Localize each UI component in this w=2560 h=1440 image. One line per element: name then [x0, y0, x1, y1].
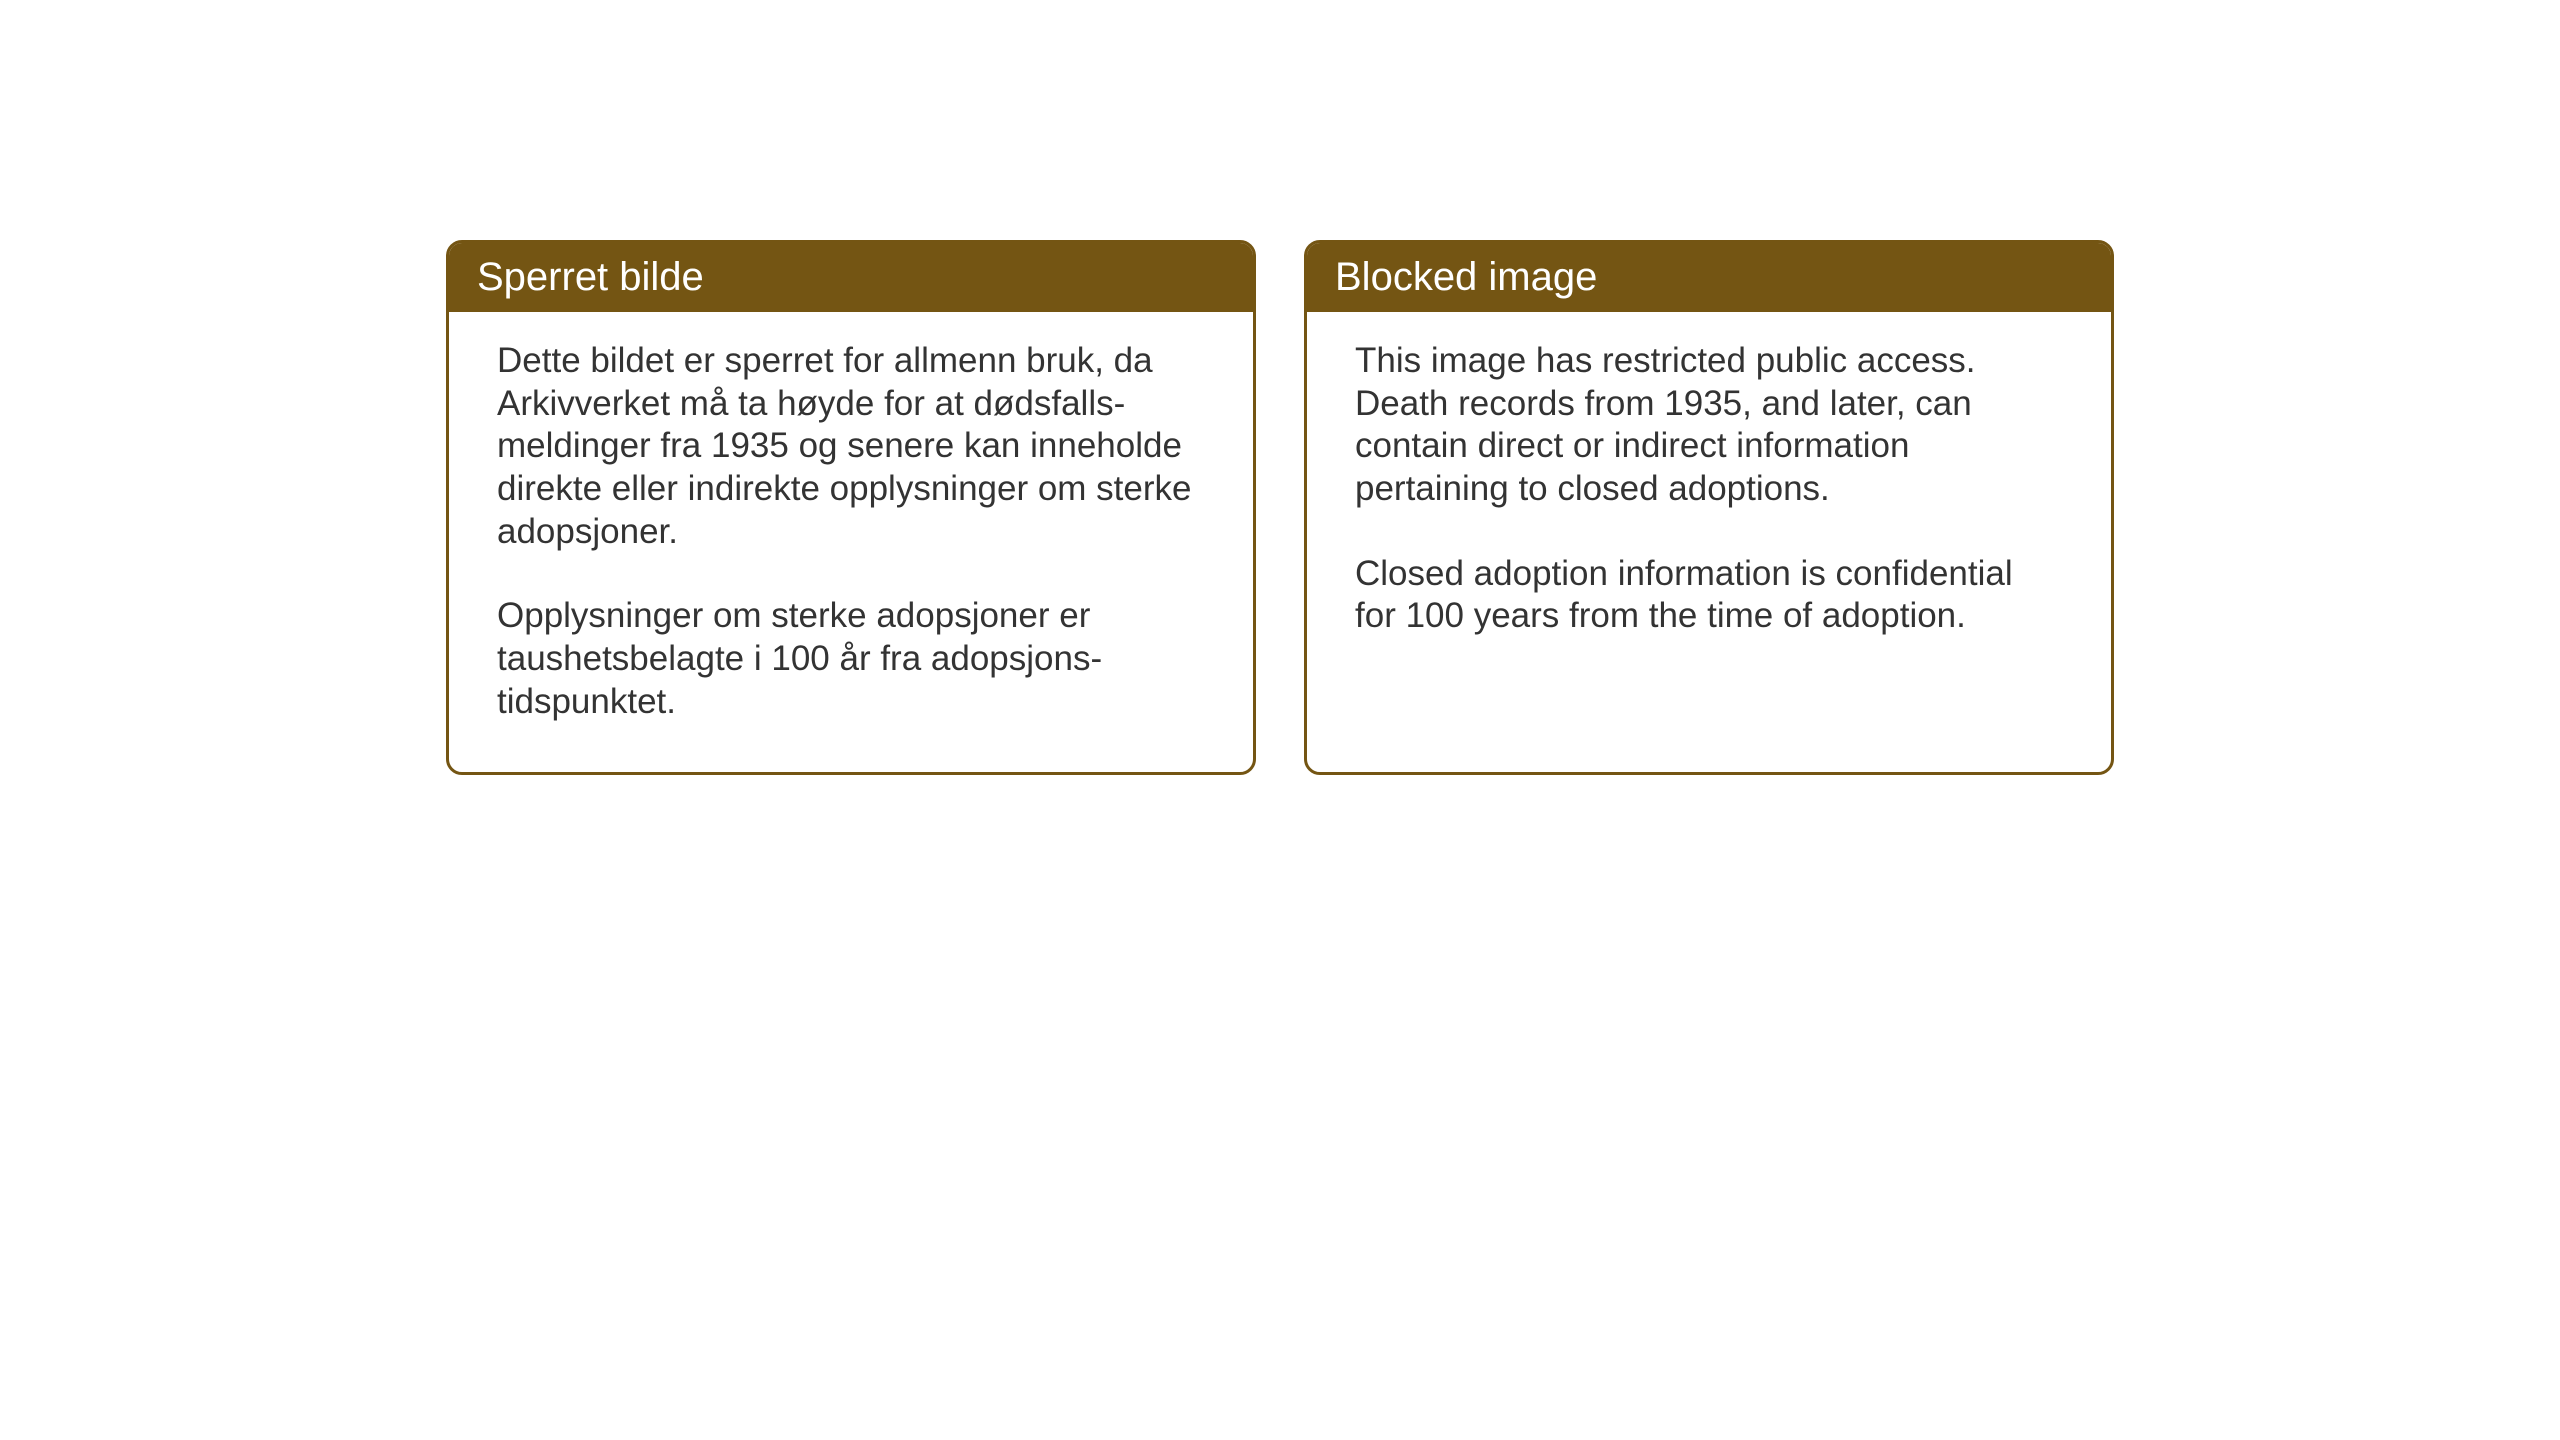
- norwegian-card-title: Sperret bilde: [449, 243, 1253, 312]
- norwegian-paragraph-1: Dette bildet er sperret for allmenn bruk…: [497, 340, 1205, 553]
- norwegian-card-body: Dette bildet er sperret for allmenn bruk…: [449, 312, 1253, 772]
- norwegian-notice-card: Sperret bilde Dette bildet er sperret fo…: [446, 240, 1256, 775]
- norwegian-paragraph-2: Opplysninger om sterke adopsjoner er tau…: [497, 595, 1205, 723]
- english-card-title: Blocked image: [1307, 243, 2111, 312]
- english-notice-card: Blocked image This image has restricted …: [1304, 240, 2114, 775]
- english-card-body: This image has restricted public access.…: [1307, 312, 2111, 686]
- notice-cards-container: Sperret bilde Dette bildet er sperret fo…: [446, 240, 2560, 775]
- english-paragraph-1: This image has restricted public access.…: [1355, 340, 2063, 511]
- english-paragraph-2: Closed adoption information is confident…: [1355, 553, 2063, 638]
